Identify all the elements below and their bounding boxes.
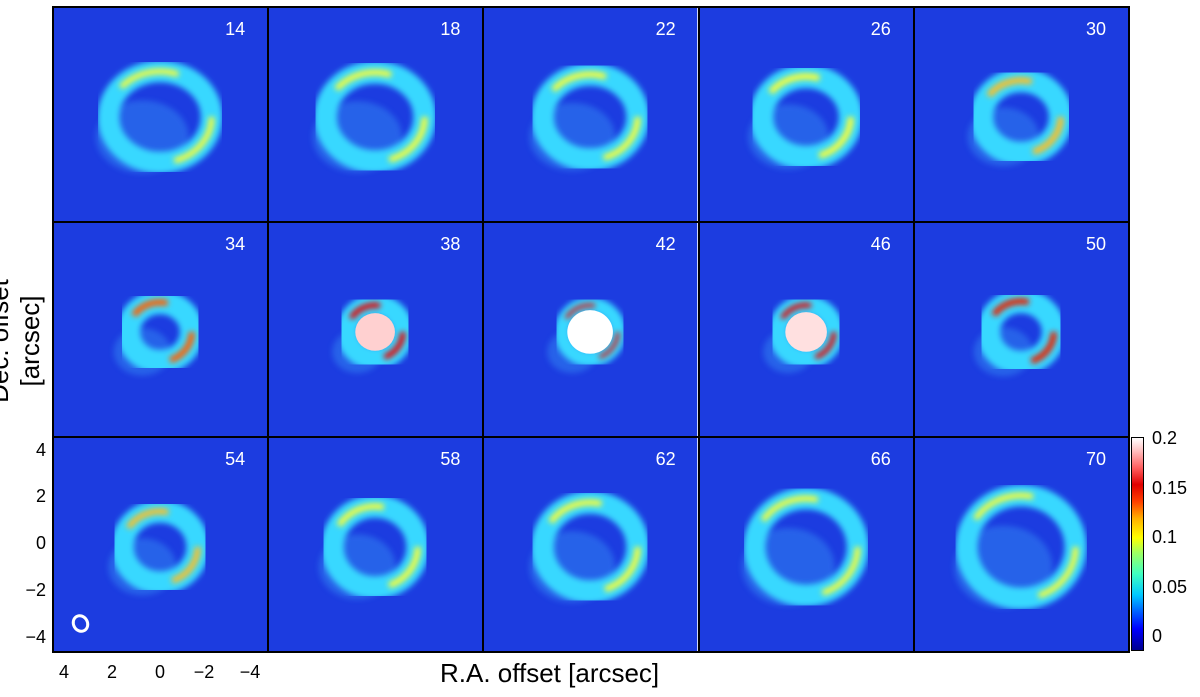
y-tick-label: 4	[35, 440, 46, 460]
velocity-label: 30	[1085, 19, 1106, 39]
velocity-label: 66	[870, 449, 891, 469]
velocity-label: 70	[1085, 449, 1106, 469]
channel-panel: 50	[913, 222, 1129, 437]
velocity-label: 54	[225, 449, 246, 469]
velocity-label: 14	[225, 19, 246, 39]
emission-map	[269, 8, 483, 221]
colorbar-tick-label: 0.15	[1152, 478, 1188, 498]
emission-map	[699, 223, 913, 436]
velocity-label: 34	[225, 234, 246, 254]
emission-map	[484, 438, 698, 651]
emission-map	[54, 8, 268, 221]
velocity-label: 26	[870, 19, 891, 39]
velocity-label: 42	[655, 234, 676, 254]
channel-map-grid: 14 18 22 26 30 34 38 42 46 50 54 58 62 66 70	[52, 6, 1130, 653]
colorbar-tick-label: 0.1	[1152, 527, 1178, 547]
emission-map	[484, 8, 698, 221]
velocity-label: 62	[655, 449, 676, 469]
velocity-label: 38	[440, 234, 461, 254]
channel-panel: 14	[53, 7, 269, 222]
emission-map	[699, 438, 913, 651]
velocity-label: 22	[655, 19, 676, 39]
channel-panel: 62	[483, 437, 699, 652]
y-tick-label: −2	[25, 580, 46, 600]
emission-map	[54, 223, 268, 436]
channel-panel: 54	[53, 437, 269, 652]
colorbar-tick-label: 0.05	[1152, 577, 1188, 597]
channel-panel: 18	[268, 7, 484, 222]
emission-map	[914, 8, 1128, 221]
x-tick-label: 4	[58, 662, 69, 682]
x-tick-label: 2	[106, 662, 117, 682]
emission-map	[914, 223, 1128, 436]
channel-panel: 66	[698, 437, 914, 652]
channel-panel: 34	[53, 222, 269, 437]
emission-map	[914, 438, 1128, 651]
velocity-label: 50	[1085, 234, 1106, 254]
channel-panel: 58	[268, 437, 484, 652]
y-axis-label: Dec. offset [arcsec]	[0, 279, 45, 403]
colorbar	[1131, 437, 1144, 651]
velocity-label: 46	[870, 234, 891, 254]
channel-panel: 38	[268, 222, 484, 437]
emission-map	[269, 223, 483, 436]
emission-map	[484, 223, 698, 436]
channel-panel: 30	[913, 7, 1129, 222]
channel-panel: 22	[483, 7, 699, 222]
colorbar-tick-label: 0.2	[1152, 428, 1178, 448]
channel-panel: 26	[698, 7, 914, 222]
x-tick-label: 0	[154, 662, 165, 682]
emission-map	[699, 8, 913, 221]
channel-panel: 46	[698, 222, 914, 437]
x-axis-label: R.A. offset [arcsec]	[440, 658, 660, 688]
channel-panel: 70	[913, 437, 1129, 652]
velocity-label: 18	[440, 19, 461, 39]
colorbar-tick-label: 0	[1152, 626, 1163, 646]
x-tick-label: −4	[239, 662, 261, 682]
y-tick-label: 0	[35, 533, 46, 553]
x-tick-label: −2	[193, 662, 215, 682]
emission-map	[54, 438, 268, 651]
velocity-label: 58	[440, 449, 461, 469]
y-tick-label: −4	[25, 627, 46, 647]
y-tick-label: 2	[35, 486, 46, 506]
emission-map	[269, 438, 483, 651]
channel-panel: 42	[483, 222, 699, 437]
